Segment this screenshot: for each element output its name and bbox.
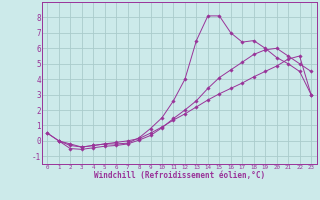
X-axis label: Windchill (Refroidissement éolien,°C): Windchill (Refroidissement éolien,°C) — [94, 171, 265, 180]
